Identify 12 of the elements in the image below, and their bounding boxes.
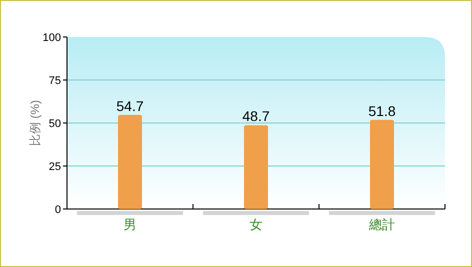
- y-axis-title: 比例 (%): [28, 100, 42, 146]
- y-tick-label: 100: [42, 32, 61, 44]
- x-tick-label: 女: [250, 217, 262, 232]
- y-tick-label: 25: [48, 161, 61, 173]
- x-tick-label: 總計: [368, 217, 395, 232]
- x-tick-label: 男: [124, 217, 136, 232]
- data-label: 51.8: [368, 102, 396, 119]
- y-tick-label: 50: [48, 118, 61, 130]
- data-label: 54.7: [116, 98, 144, 114]
- data-label: 48.7: [242, 108, 270, 124]
- y-tick-label: 75: [48, 75, 61, 87]
- y-tick-label: 0: [54, 204, 61, 216]
